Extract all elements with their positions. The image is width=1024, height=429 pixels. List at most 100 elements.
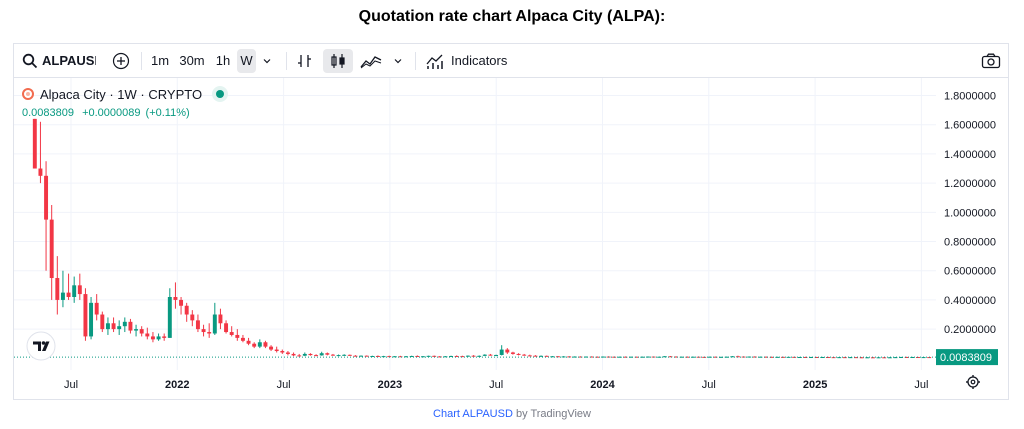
candle-body [201, 329, 206, 333]
candle-body [285, 352, 290, 354]
candle [330, 353, 335, 356]
candle [139, 326, 144, 337]
candle [409, 355, 414, 357]
snapshot-button[interactable] [978, 49, 1004, 73]
candle [527, 354, 532, 357]
candle-body [820, 357, 825, 359]
candle-body [437, 356, 442, 358]
candle-body [212, 314, 217, 334]
x-tick-label: Jul [64, 379, 78, 391]
candle-body [533, 355, 538, 357]
y-tick-label: 1.0000000 [944, 207, 996, 219]
interval-w-button[interactable]: W [237, 49, 256, 73]
price-chart[interactable]: 1.8000000 1.6000000 1.4000000 1.2000000 1.00… [14, 78, 1008, 399]
candle [370, 355, 375, 357]
candle-body [162, 336, 167, 338]
plus-circle-icon [112, 52, 130, 70]
candle-body [55, 278, 60, 300]
candle-body [617, 356, 622, 358]
candle-body [758, 356, 763, 358]
candle-body [105, 323, 110, 330]
candle [38, 121, 43, 184]
candle-body [870, 357, 875, 359]
candle [353, 355, 358, 357]
candle-body [814, 357, 819, 359]
candle [122, 317, 127, 333]
chart-type-dropdown[interactable] [390, 49, 406, 73]
candle-body [797, 357, 802, 359]
candle [775, 356, 780, 358]
candle [803, 356, 808, 359]
y-tick-label: 1.6000000 [944, 120, 996, 132]
chart-link[interactable]: Chart ALPAUSD [433, 408, 513, 420]
symbol-search-button[interactable]: ALPAUSD [22, 49, 102, 73]
candle [347, 354, 352, 356]
candle-body [128, 321, 133, 331]
candle-body [72, 285, 77, 297]
candle-body [398, 356, 403, 358]
y-tick-label: 0.8000000 [944, 237, 996, 249]
candle [257, 339, 262, 349]
compare-symbol-button[interactable] [110, 49, 132, 73]
candle-body [449, 355, 454, 357]
coin-logo-icon [22, 88, 34, 100]
candle [128, 318, 133, 334]
candle [899, 356, 904, 359]
candle [578, 356, 583, 358]
interval-1m-button[interactable]: 1m [150, 53, 170, 68]
settings-button[interactable] [966, 375, 980, 389]
candle-body [190, 314, 195, 321]
candle-body [336, 355, 341, 357]
candle-body [94, 302, 99, 315]
candle [246, 337, 251, 346]
candle-body [465, 355, 470, 357]
candle-body [674, 356, 679, 358]
candle [668, 355, 673, 358]
candle-body [122, 321, 127, 327]
candle [100, 311, 105, 333]
candle-series [32, 118, 932, 359]
candle-body [134, 329, 139, 331]
candle [252, 342, 257, 349]
candle-body [426, 355, 431, 357]
candles-style-button[interactable] [323, 49, 353, 73]
candle-body [38, 168, 43, 176]
area-style-button[interactable] [358, 49, 384, 73]
bars-style-button[interactable] [293, 49, 317, 73]
candle-body [522, 354, 527, 356]
interval-30m-button[interactable]: 30m [179, 53, 205, 68]
candle-body [707, 356, 712, 358]
candle-body [499, 349, 504, 355]
candle-body [342, 354, 347, 356]
candle [685, 356, 690, 358]
candle-body [100, 314, 105, 330]
candle-body [240, 337, 245, 341]
candle [55, 256, 60, 315]
market-status-indicator[interactable] [212, 86, 229, 102]
interval-1h-button[interactable]: 1h [215, 53, 231, 68]
candle-body [257, 342, 262, 347]
candle-body [32, 118, 37, 169]
candle [617, 356, 622, 358]
candle-body [443, 356, 448, 358]
interval-dropdown[interactable] [258, 49, 276, 73]
candle [184, 302, 189, 322]
candle [544, 355, 549, 357]
candle-body [195, 320, 200, 330]
candle [522, 353, 527, 356]
candle-body [679, 356, 684, 358]
tradingview-logo[interactable] [26, 331, 56, 361]
candle [280, 349, 285, 354]
candle [854, 357, 859, 359]
status-dot [216, 90, 225, 98]
indicators-button[interactable]: Indicators [425, 49, 515, 73]
candle-body [60, 292, 65, 300]
candle-body [629, 356, 634, 358]
candle-body [314, 355, 319, 357]
candle-body [280, 351, 285, 353]
x-tick-label: Jul [277, 379, 291, 391]
candle [274, 346, 279, 353]
candle [713, 356, 718, 358]
candle-body [460, 356, 465, 358]
candle [707, 356, 712, 358]
